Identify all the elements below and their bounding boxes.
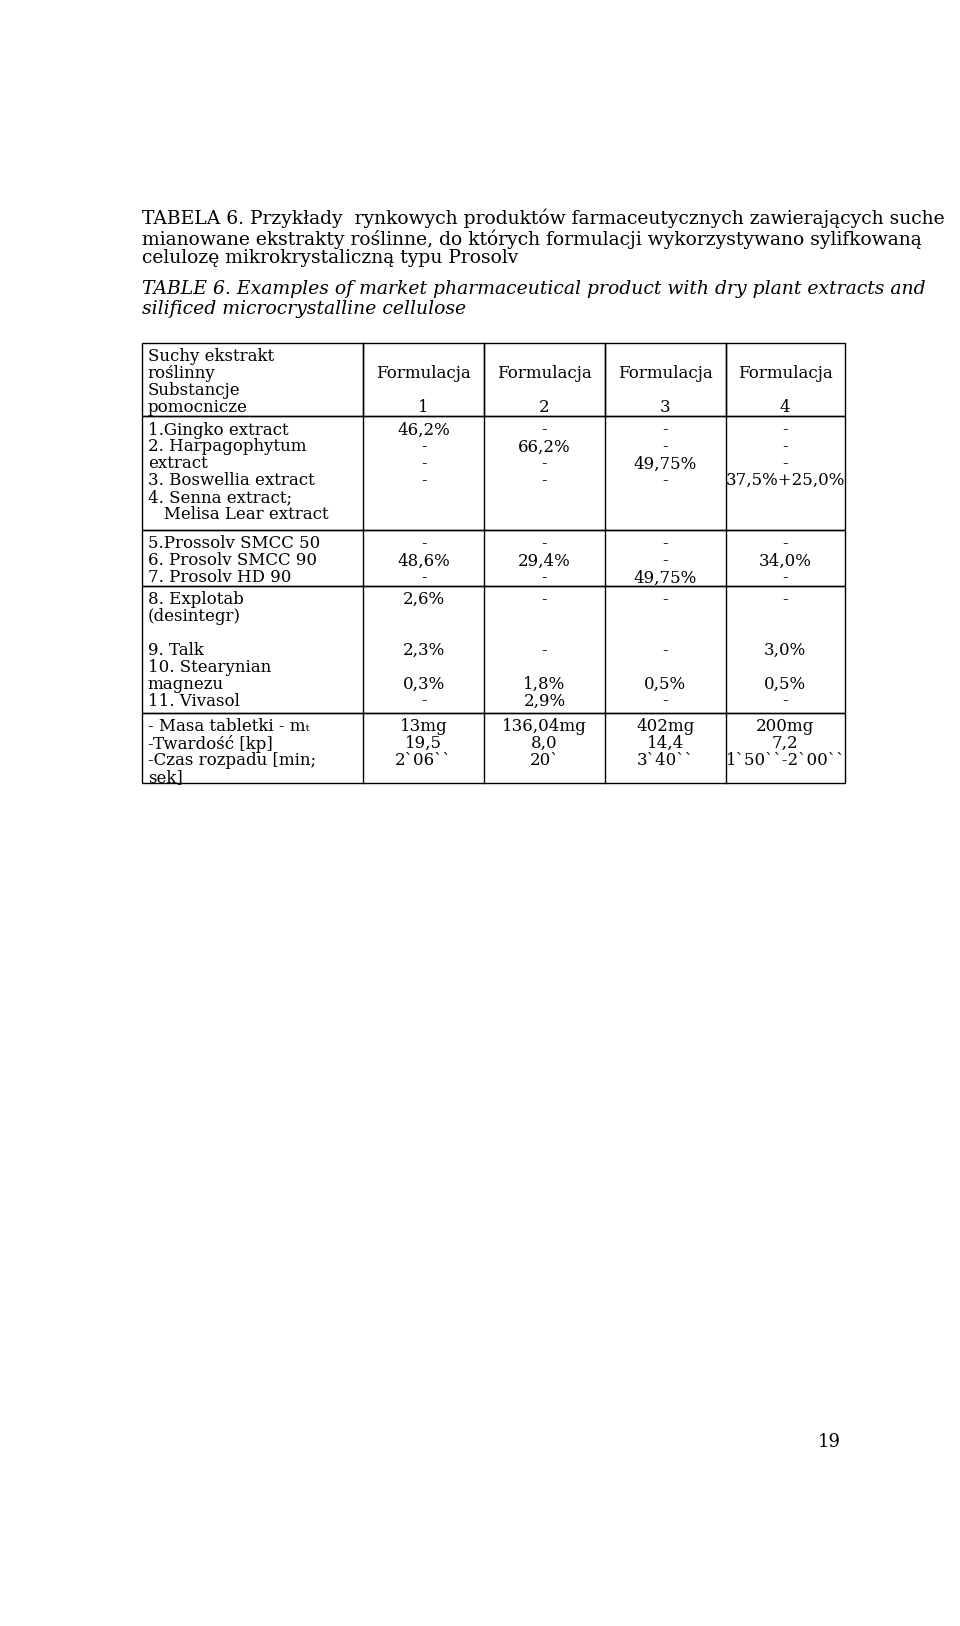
Text: -: - — [662, 553, 668, 569]
Text: 10. Stearynian: 10. Stearynian — [148, 659, 271, 676]
Text: sek]: sek] — [148, 769, 182, 785]
Text: 37,5%+25,0%: 37,5%+25,0% — [726, 472, 845, 489]
Text: -: - — [420, 569, 426, 587]
Text: 200mg: 200mg — [756, 719, 814, 735]
Text: 1.Gingko extract: 1.Gingko extract — [148, 421, 289, 439]
Bar — [142, 416, 845, 530]
Text: -: - — [782, 421, 788, 439]
Text: 19,5: 19,5 — [405, 735, 442, 751]
Text: 2,3%: 2,3% — [402, 642, 444, 659]
Bar — [142, 530, 845, 585]
Text: pomocnicze: pomocnicze — [148, 398, 248, 416]
Text: -: - — [420, 693, 426, 709]
Text: 7,2: 7,2 — [772, 735, 799, 751]
Text: 7. Prosolv HD 90: 7. Prosolv HD 90 — [148, 569, 291, 587]
Text: magnezu: magnezu — [148, 675, 224, 693]
Text: -: - — [782, 590, 788, 608]
Text: -Czas rozpadu [min;: -Czas rozpadu [min; — [148, 751, 316, 769]
Text: 1,8%: 1,8% — [523, 675, 565, 693]
Text: -: - — [662, 535, 668, 553]
Text: 136,04mg: 136,04mg — [502, 719, 587, 735]
Text: -: - — [420, 439, 426, 455]
Text: 1: 1 — [419, 398, 429, 416]
Text: 2: 2 — [540, 398, 550, 416]
Bar — [142, 343, 845, 416]
Text: -: - — [782, 455, 788, 473]
Text: Melisa Lear extract: Melisa Lear extract — [148, 506, 328, 524]
Text: 9. Talk: 9. Talk — [148, 642, 204, 659]
Text: -: - — [541, 642, 547, 659]
Text: -: - — [541, 455, 547, 473]
Text: TABELA 6. Przykłady  rynkowych produktów farmaceutycznych zawierających suche: TABELA 6. Przykłady rynkowych produktów … — [142, 210, 945, 229]
Text: mianowane ekstrakty roślinne, do których formulacji wykorzystywano sylifkowaną: mianowane ekstrakty roślinne, do których… — [142, 229, 923, 249]
Text: 14,4: 14,4 — [647, 735, 684, 751]
Text: -: - — [662, 472, 668, 489]
Text: Formulacja: Formulacja — [738, 366, 832, 382]
Text: 20`: 20` — [530, 751, 560, 769]
Text: 66,2%: 66,2% — [518, 439, 571, 455]
Text: 4: 4 — [780, 398, 790, 416]
Text: 5.Prossolv SMCC 50: 5.Prossolv SMCC 50 — [148, 535, 320, 553]
Text: 3. Boswellia extract: 3. Boswellia extract — [148, 472, 315, 489]
Text: -: - — [420, 535, 426, 553]
Text: celulozę mikrokrystaliczną typu Prosolv: celulozę mikrokrystaliczną typu Prosolv — [142, 249, 518, 267]
Text: 2`06``: 2`06`` — [396, 751, 452, 769]
Text: -: - — [541, 569, 547, 587]
Text: Formulacja: Formulacja — [376, 366, 471, 382]
Text: Suchy ekstrakt: Suchy ekstrakt — [148, 348, 274, 366]
Text: -: - — [420, 472, 426, 489]
Text: Substancje: Substancje — [148, 382, 241, 400]
Text: -Twardość [kp]: -Twardość [kp] — [148, 735, 273, 753]
Text: 29,4%: 29,4% — [518, 553, 571, 569]
Text: 49,75%: 49,75% — [634, 455, 697, 473]
Text: 2,6%: 2,6% — [402, 590, 444, 608]
Text: 8,0: 8,0 — [531, 735, 558, 751]
Text: extract: extract — [148, 455, 207, 473]
Text: 0,5%: 0,5% — [644, 675, 686, 693]
Text: - Masa tabletki - mₜ: - Masa tabletki - mₜ — [148, 719, 309, 735]
Bar — [142, 585, 845, 712]
Text: 3`40``: 3`40`` — [636, 751, 694, 769]
Text: Formulacja: Formulacja — [497, 366, 592, 382]
Text: -: - — [420, 455, 426, 473]
Text: 6. Prosolv SMCC 90: 6. Prosolv SMCC 90 — [148, 553, 317, 569]
Text: -: - — [541, 535, 547, 553]
Text: 34,0%: 34,0% — [758, 553, 811, 569]
Text: 13mg: 13mg — [399, 719, 447, 735]
Text: 49,75%: 49,75% — [634, 569, 697, 587]
Text: (desintegr): (desintegr) — [148, 608, 241, 624]
Text: -: - — [662, 421, 668, 439]
Text: -: - — [662, 590, 668, 608]
Text: 3,0%: 3,0% — [764, 642, 806, 659]
Text: -: - — [662, 439, 668, 455]
Text: -: - — [782, 439, 788, 455]
Text: 0,3%: 0,3% — [402, 675, 444, 693]
Bar — [142, 712, 845, 784]
Text: -: - — [541, 590, 547, 608]
Text: 2,9%: 2,9% — [523, 693, 565, 709]
Text: 19: 19 — [818, 1433, 841, 1452]
Text: -: - — [662, 642, 668, 659]
Text: -: - — [782, 535, 788, 553]
Text: 402mg: 402mg — [636, 719, 694, 735]
Text: -: - — [541, 421, 547, 439]
Text: 0,5%: 0,5% — [764, 675, 806, 693]
Text: 1`50``-2`00``: 1`50``-2`00`` — [726, 751, 845, 769]
Text: -: - — [782, 693, 788, 709]
Text: silificed microcrystalline cellulose: silificed microcrystalline cellulose — [142, 299, 467, 317]
Text: -: - — [782, 569, 788, 587]
Text: -: - — [541, 472, 547, 489]
Text: 11. Vivasol: 11. Vivasol — [148, 693, 240, 709]
Text: 4. Senna extract;: 4. Senna extract; — [148, 489, 292, 506]
Text: 8. Explotab: 8. Explotab — [148, 590, 244, 608]
Text: TABLE 6. Examples of market pharmaceutical product with dry plant extracts and: TABLE 6. Examples of market pharmaceutic… — [142, 280, 926, 298]
Text: 46,2%: 46,2% — [397, 421, 450, 439]
Text: roślinny: roślinny — [148, 366, 216, 382]
Text: -: - — [662, 693, 668, 709]
Text: Formulacja: Formulacja — [618, 366, 712, 382]
Text: 48,6%: 48,6% — [397, 553, 450, 569]
Text: 3: 3 — [660, 398, 671, 416]
Text: 2. Harpagophytum: 2. Harpagophytum — [148, 439, 306, 455]
